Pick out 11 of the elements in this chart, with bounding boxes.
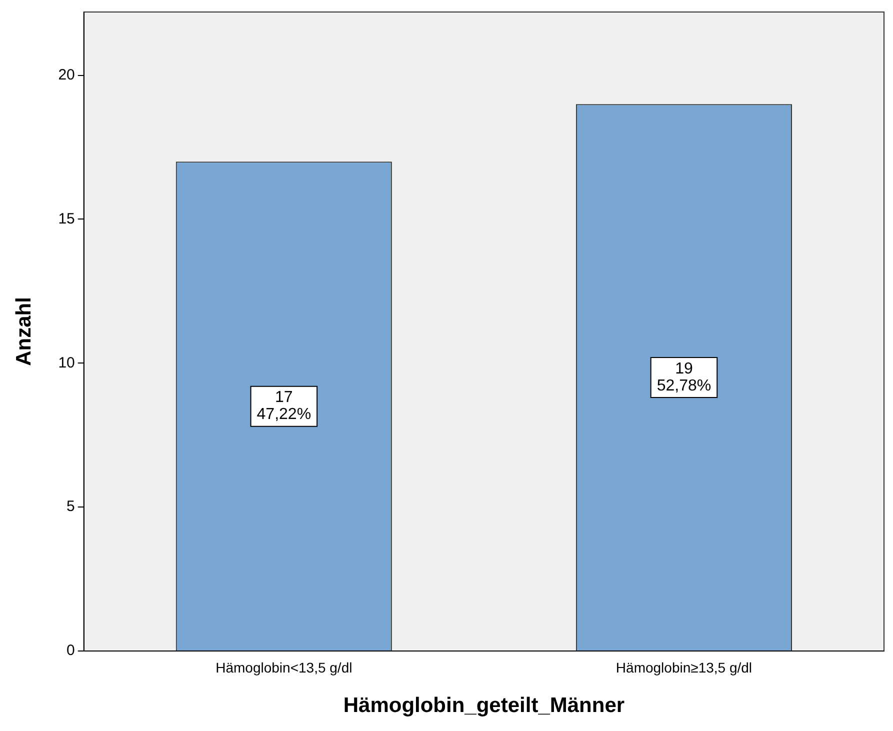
y-tick-label: 20 <box>58 66 75 84</box>
x-axis-title: Hämoglobin_geteilt_Männer <box>343 694 625 718</box>
y-axis-title: Anzahl <box>12 297 36 366</box>
y-tick-label: 15 <box>58 210 75 228</box>
y-tick-label: 0 <box>66 642 75 660</box>
data-label: 17 47,22% <box>256 389 312 424</box>
data-label: 19 52,78% <box>656 360 712 394</box>
y-tick-label: 5 <box>66 498 75 516</box>
y-tick-label: 10 <box>58 354 75 372</box>
x-tick-label: Hämoglobin<13,5 g/dl <box>216 659 352 676</box>
x-tick-label: Hämoglobin≥13,5 g/dl <box>616 659 752 676</box>
